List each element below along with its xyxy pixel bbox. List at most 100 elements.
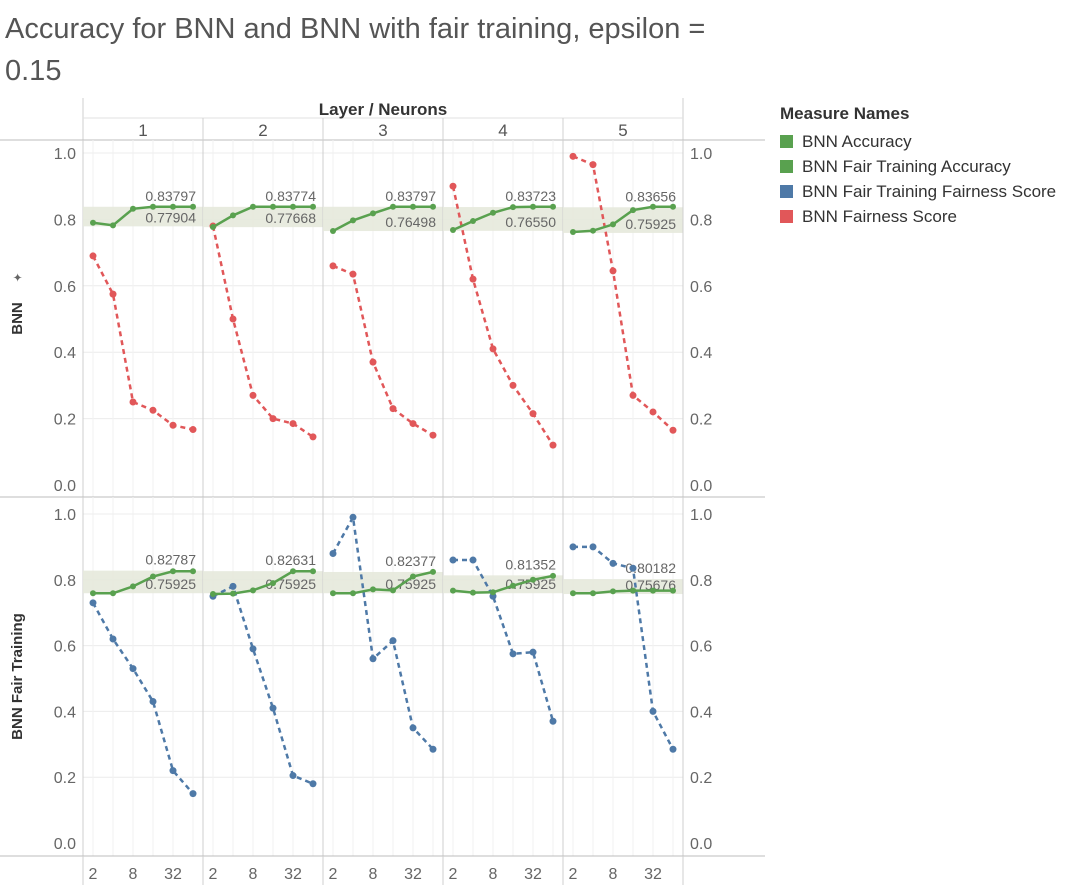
- accuracy-point: [570, 229, 576, 236]
- legend-item-bnn-fair-training-accuracy[interactable]: BNN Fair Training Accuracy: [780, 154, 1056, 179]
- accuracy-point: [490, 589, 496, 596]
- accuracy-line: [573, 589, 673, 595]
- accuracy-point: [650, 587, 656, 594]
- x-tick-label: 8: [489, 866, 498, 883]
- fairness-point: [289, 420, 297, 428]
- accuracy-point: [150, 573, 156, 580]
- accuracy-point: [290, 568, 296, 575]
- fairness-point: [149, 698, 157, 706]
- column-label: 1: [138, 121, 147, 140]
- column-header: Layer / Neurons: [319, 100, 448, 119]
- fairness-point: [629, 391, 637, 399]
- legend-label: BNN Fair Training Accuracy: [802, 156, 1011, 176]
- x-tick-label: 2: [209, 866, 218, 883]
- reference-band: [563, 207, 683, 233]
- fairness-point: [149, 406, 157, 414]
- band-label-upper: 0.82377: [385, 553, 436, 569]
- accuracy-point: [530, 576, 536, 583]
- fairness-point: [469, 275, 477, 283]
- x-tick-label: 8: [249, 866, 258, 883]
- band-label-lower: 0.76550: [505, 214, 556, 230]
- reference-band: [203, 206, 323, 228]
- accuracy-point: [230, 590, 236, 597]
- accuracy-line: [212, 569, 313, 596]
- accuracy-point: [270, 203, 276, 210]
- legend-swatch: [780, 210, 793, 223]
- accuracy-point: [190, 203, 196, 210]
- accuracy-point: [110, 222, 116, 229]
- accuracy-point: [170, 203, 176, 210]
- y-tick-label-left: 1.0: [54, 507, 76, 524]
- fairness-point: [89, 599, 97, 607]
- fairness-point: [629, 564, 637, 572]
- legend-swatch: [780, 185, 793, 198]
- accuracy-point: [310, 568, 316, 575]
- band-label-lower: 0.75676: [625, 577, 676, 593]
- fairness-point: [549, 441, 557, 449]
- fairness-point: [509, 650, 517, 658]
- fairness-line: [332, 264, 434, 437]
- accuracy-line: [452, 205, 553, 232]
- fairness-point: [509, 381, 517, 389]
- accuracy-point: [510, 582, 516, 589]
- y-tick-label-left: 0.0: [54, 478, 76, 495]
- fairness-point: [569, 543, 577, 551]
- fairness-point: [669, 745, 677, 753]
- fairness-line: [453, 558, 555, 722]
- accuracy-point: [390, 203, 396, 210]
- chart-title: Accuracy for BNN and BNN with fair train…: [5, 13, 706, 87]
- fairness-point: [489, 345, 497, 353]
- fairness-point: [189, 426, 197, 434]
- band-label-lower: 0.75925: [625, 216, 676, 232]
- accuracy-point: [630, 587, 636, 594]
- x-tick-label: 32: [404, 866, 422, 883]
- x-tick-label: 32: [524, 866, 542, 883]
- accuracy-line: [333, 570, 434, 595]
- band-label-lower: 0.77904: [145, 209, 196, 225]
- accuracy-point: [630, 207, 636, 214]
- fairness-point: [269, 704, 277, 712]
- legend-item-bnn-fairness-score[interactable]: BNN Fairness Score: [780, 204, 1056, 229]
- accuracy-point: [130, 205, 136, 212]
- accuracy-line: [92, 205, 193, 227]
- legend-item-bnn-fair-training-fairness-score[interactable]: BNN Fair Training Fairness Score: [780, 179, 1056, 204]
- column-label: 3: [378, 121, 387, 140]
- band-label-upper: 0.82787: [145, 552, 196, 568]
- x-tick-label: 32: [164, 866, 182, 883]
- fairness-point: [169, 767, 177, 775]
- legend-swatch: [780, 135, 793, 148]
- fairness-point: [329, 262, 337, 270]
- x-tick-label: 32: [644, 866, 662, 883]
- fairness-point: [529, 648, 537, 656]
- accuracy-point: [430, 203, 436, 210]
- legend-label: BNN Fairness Score: [802, 206, 957, 226]
- accuracy-point: [510, 204, 516, 211]
- reference-band: [443, 207, 563, 231]
- accuracy-point: [310, 203, 316, 210]
- row-label: BNN: [9, 302, 26, 335]
- accuracy-point: [330, 590, 336, 597]
- legend[interactable]: Measure Names BNN Accuracy BNN Fair Trai…: [780, 104, 1056, 229]
- y-tick-label-left: 0.2: [54, 412, 76, 429]
- y-tick-label-right: 0.6: [690, 639, 712, 656]
- fairness-point: [409, 420, 417, 428]
- y-tick-label-right: 0.8: [690, 212, 712, 229]
- fairness-point: [589, 161, 597, 169]
- legend-item-bnn-accuracy[interactable]: BNN Accuracy: [780, 129, 1056, 154]
- fairness-point: [669, 426, 677, 434]
- fairness-point: [129, 398, 137, 406]
- y-tick-label-left: 0.6: [54, 279, 76, 296]
- fairness-line: [573, 545, 675, 750]
- fairness-point: [189, 790, 197, 798]
- accuracy-point: [350, 590, 356, 597]
- y-tick-label-right: 0.0: [690, 836, 712, 853]
- accuracy-point: [430, 568, 436, 575]
- accuracy-point: [670, 587, 676, 594]
- accuracy-point: [410, 573, 416, 580]
- fairness-point: [309, 433, 317, 441]
- accuracy-line: [332, 205, 433, 233]
- y-tick-label-right: 0.2: [690, 412, 712, 429]
- accuracy-point: [230, 212, 236, 219]
- accuracy-point: [490, 209, 496, 216]
